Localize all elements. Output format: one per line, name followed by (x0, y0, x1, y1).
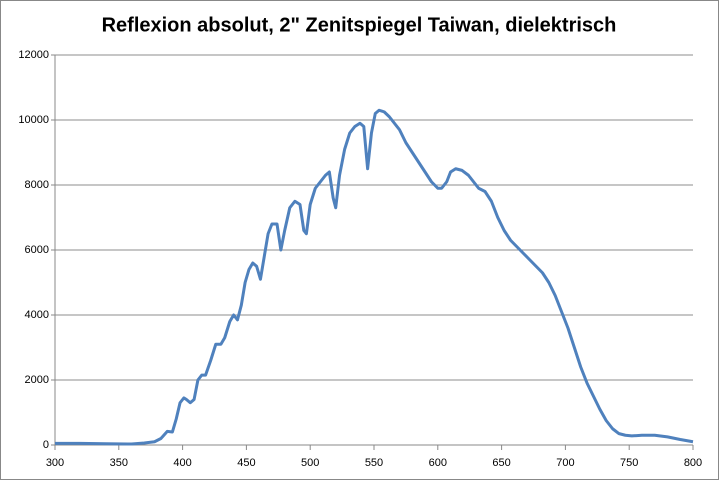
y-tick-label: 4000 (25, 309, 49, 321)
x-tick-label: 450 (237, 457, 255, 469)
x-tick-label: 700 (556, 457, 574, 469)
x-tick-label: 750 (620, 457, 638, 469)
x-tick-label: 400 (173, 457, 191, 469)
y-tick-label: 8000 (25, 179, 49, 191)
x-tick-label: 650 (492, 457, 510, 469)
data-line (55, 108, 694, 446)
x-tick-label: 600 (429, 457, 447, 469)
x-tick-label: 550 (365, 457, 383, 469)
y-tick-label: 6000 (25, 244, 49, 256)
y-tick-label: 12000 (18, 49, 49, 61)
y-tick-label: 2000 (25, 374, 49, 386)
chart-title: Reflexion absolut, 2" Zenitspiegel Taiwa… (102, 14, 617, 36)
x-tick-label: 300 (46, 457, 64, 469)
y-tick-label: 0 (43, 439, 49, 451)
x-tick-label: 500 (301, 457, 319, 469)
x-tick-label: 350 (110, 457, 128, 469)
y-tick-label: 10000 (18, 114, 49, 126)
x-tick-label: 800 (684, 457, 702, 469)
